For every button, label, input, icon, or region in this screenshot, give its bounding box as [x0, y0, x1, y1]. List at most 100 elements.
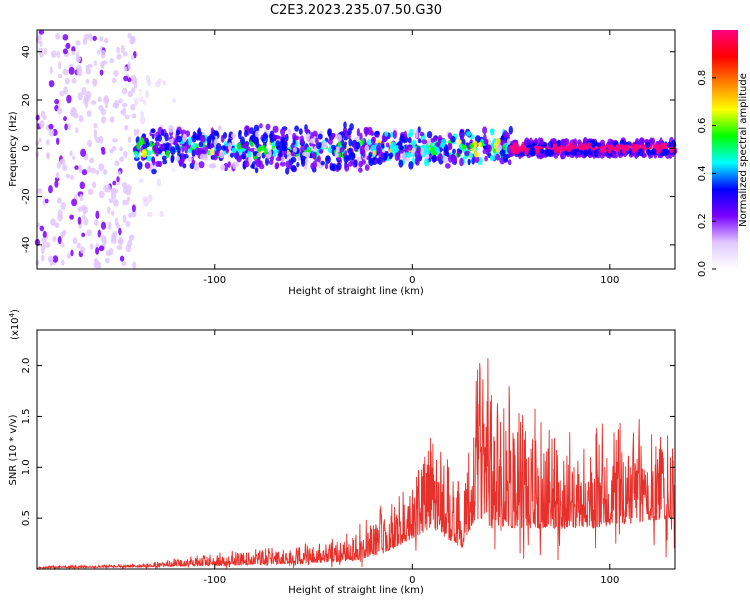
spectrogram-cell — [108, 198, 114, 204]
x-tick-label: -100 — [203, 575, 226, 586]
spectrogram-cell — [48, 80, 55, 88]
spectrogram-x-label: Height of straight line (km) — [288, 286, 424, 297]
spectrogram-cell — [219, 151, 225, 159]
spectrogram-cell — [599, 139, 606, 147]
spectrogram-cell — [94, 219, 99, 227]
spectrogram-cell — [118, 98, 123, 104]
spectrogram-cell — [131, 77, 136, 83]
spectrogram-cell — [420, 147, 424, 155]
spectrogram-cell — [93, 60, 97, 66]
spectrogram-cell — [265, 123, 271, 130]
spectrogram-cell — [157, 134, 163, 142]
spectrogram-cell — [327, 138, 333, 145]
spectrogram-cell — [285, 160, 290, 168]
spectrogram-cell — [46, 139, 50, 146]
spectrogram-cell — [520, 144, 526, 152]
spectrogram-cell — [162, 159, 168, 165]
spectrogram-cell — [473, 151, 479, 158]
spectrogram-cell — [168, 124, 174, 133]
spectrogram-cell — [109, 116, 115, 123]
spectrogram-cell — [88, 33, 93, 42]
spectrogram-cell — [93, 122, 98, 129]
y-tick-label: 1.0 — [21, 459, 32, 475]
spectrogram-cell — [36, 188, 43, 194]
spectrogram-cell — [438, 154, 443, 162]
spectrogram-cell — [112, 138, 118, 143]
spectrogram-cell — [294, 125, 299, 132]
spectrogram-cell — [292, 147, 297, 154]
spectrogram-cell — [372, 150, 377, 156]
spectrogram-cell — [86, 110, 92, 117]
spectrogram-cell — [282, 145, 288, 152]
spectrogram-cell — [100, 61, 105, 69]
y-tick-label: 1.5 — [21, 408, 32, 424]
spectrogram-cell — [236, 143, 243, 150]
spectrogram-cell — [79, 194, 84, 202]
snr-y-ticks: 0.5 1.0 1.5 2.0 — [21, 358, 675, 526]
spectrogram-cell — [255, 140, 260, 149]
spectrogram-cell — [607, 146, 612, 154]
spectrogram-cell — [503, 130, 508, 138]
spectrogram-cell — [296, 155, 301, 161]
spectrogram-y-label: Frequency (Hz) — [8, 111, 19, 187]
spectrogram-cell — [251, 137, 256, 143]
spectrogram-cell — [154, 81, 161, 87]
spectrogram-cell — [364, 164, 370, 172]
y-tick-label: -20 — [21, 188, 32, 204]
x-tick-label: 0 — [409, 275, 415, 286]
spectrogram-cell — [437, 134, 443, 144]
spectrogram-cell — [447, 142, 453, 151]
spectrogram-cell — [621, 145, 626, 155]
spectrogram-cell — [343, 121, 347, 129]
spectrogram-cell — [240, 136, 245, 145]
spectrogram-cell — [126, 184, 132, 192]
spectrogram-cell — [48, 185, 53, 194]
spectrogram-cell — [146, 150, 152, 156]
spectrogram-cell — [496, 144, 503, 152]
colorbar-tick-label: 0.6 — [697, 118, 708, 134]
spectrogram-cell — [236, 155, 242, 161]
spectrogram-cell — [39, 120, 45, 129]
spectrogram-cell — [122, 107, 127, 116]
spectrogram-cell — [256, 152, 262, 157]
spectrogram-cell — [48, 128, 55, 137]
spectrogram-cell — [650, 148, 657, 155]
spectrogram-cell — [213, 154, 218, 161]
spectrogram-cell — [344, 163, 350, 172]
spectrogram-cell — [351, 153, 356, 159]
spectrogram-cell — [132, 261, 137, 269]
spectrogram-cell — [122, 102, 128, 108]
spectrogram-cell — [317, 133, 323, 140]
spectrogram-cell — [47, 255, 54, 263]
spectrogram-cell — [109, 58, 115, 64]
spectrogram-cell — [55, 33, 61, 40]
spectrogram-cell — [306, 132, 310, 142]
spectrogram-cell — [296, 161, 300, 168]
spectrogram-frame — [36, 29, 676, 270]
spectrogram-cell — [110, 210, 115, 216]
spectrogram-cell — [77, 92, 83, 101]
spectrogram-cell — [325, 155, 331, 164]
spectrogram-cell — [358, 160, 364, 168]
spectrogram-cell — [118, 227, 122, 236]
spectrogram-cell — [81, 232, 86, 238]
spectrogram-cell — [301, 155, 305, 164]
spectrogram-cell — [451, 155, 458, 164]
spectrogram-cell — [121, 87, 128, 95]
spectrogram-x-ticks: -100 0 100 — [203, 30, 619, 286]
spectrogram-cell — [191, 159, 196, 165]
spectrogram-cell — [645, 141, 651, 148]
spectrogram-cell — [176, 135, 183, 143]
spectrogram-cell — [280, 128, 286, 136]
spectrogram-cell — [156, 178, 161, 187]
spectrogram-cell — [139, 116, 146, 125]
spectrogram-cell — [370, 144, 377, 152]
spectrogram-cell — [110, 237, 117, 244]
spectrogram-cell — [244, 160, 250, 168]
spectrogram-cell — [44, 198, 49, 204]
spectrogram-cell — [69, 214, 74, 220]
spectrogram-cell — [61, 230, 67, 235]
spectrogram-cell — [116, 176, 120, 183]
y-tick-label: 2.0 — [21, 358, 32, 374]
spectrogram-cell — [564, 150, 568, 156]
